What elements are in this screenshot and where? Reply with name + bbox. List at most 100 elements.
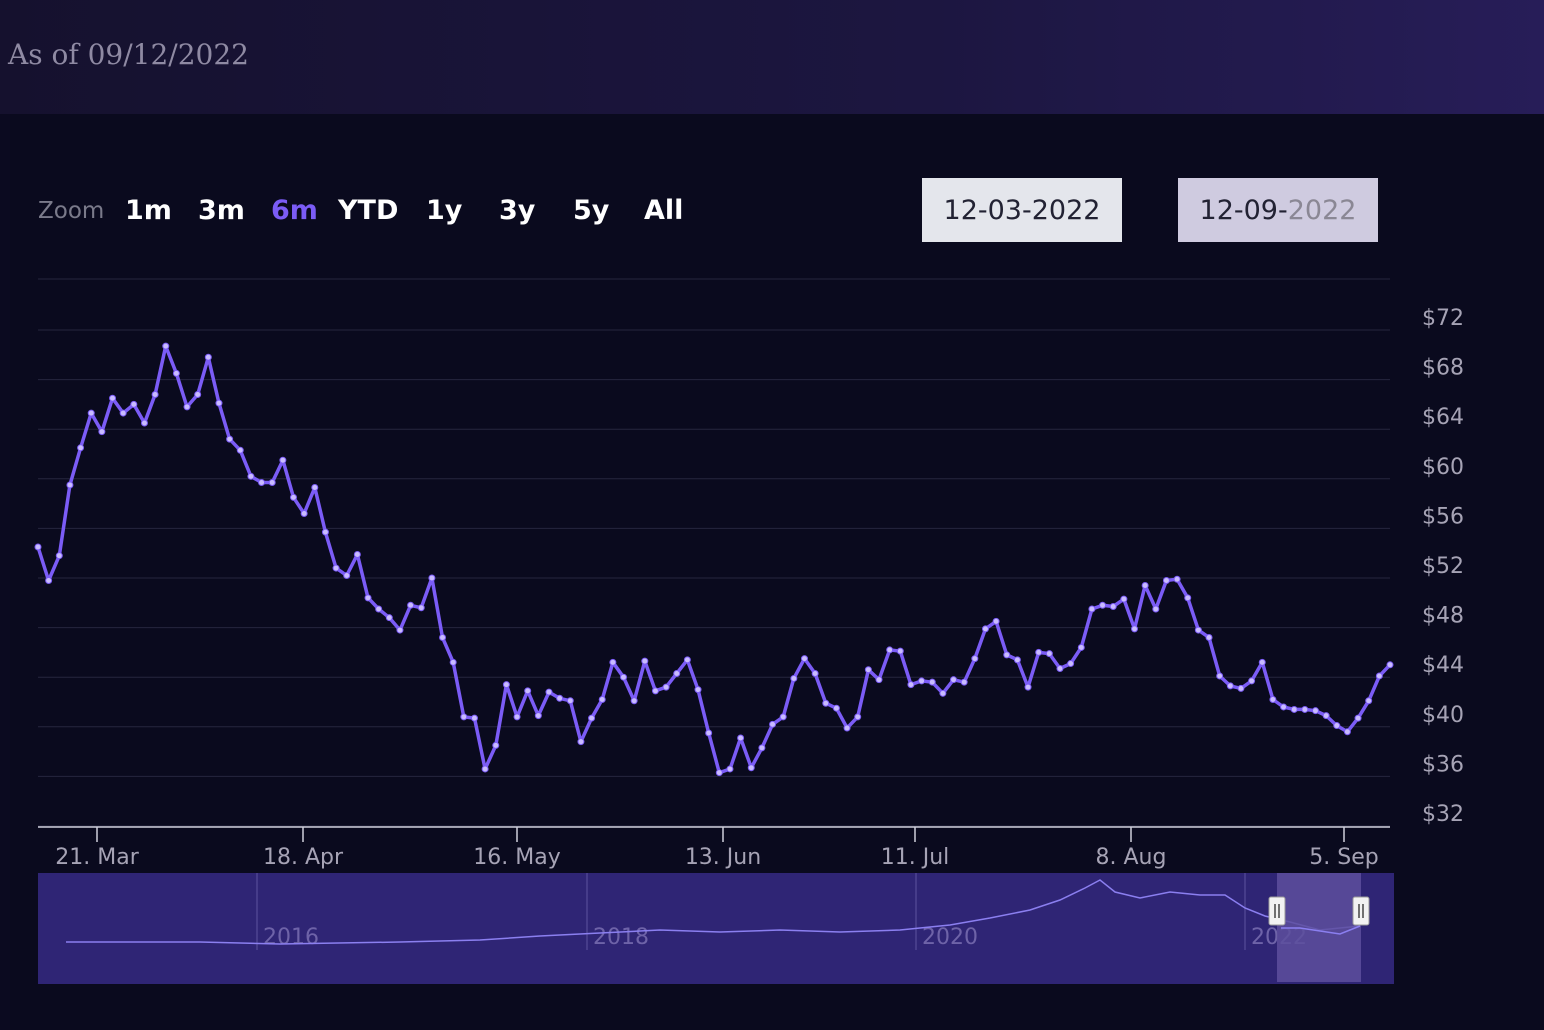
data-point — [726, 765, 734, 773]
data-point — [737, 734, 745, 742]
data-point — [1290, 705, 1298, 713]
data-point — [758, 744, 766, 752]
data-point — [1077, 643, 1085, 651]
data-point — [673, 669, 681, 677]
data-point — [247, 472, 255, 480]
data-point — [651, 687, 659, 695]
data-point — [236, 446, 244, 454]
data-point — [630, 697, 638, 705]
data-point — [620, 673, 628, 681]
zoom-button-3y[interactable]: 3y — [499, 195, 536, 226]
navigator-year-label: 2020 — [922, 925, 978, 950]
data-point — [1343, 728, 1351, 736]
data-point — [960, 678, 968, 686]
data-point — [1013, 656, 1021, 664]
x-tick-label: 11. Jul — [881, 845, 950, 870]
data-point — [321, 528, 329, 536]
x-axis: 21. Mar 18. Apr 16. May 13. Jun 11. Jul 8. Au… — [38, 826, 1390, 870]
navigator-line — [66, 879, 1361, 945]
data-point — [407, 601, 415, 609]
data-point — [439, 634, 447, 642]
data-point — [1003, 651, 1011, 659]
zoom-button-ytd[interactable]: YTD — [338, 195, 399, 226]
header-band — [0, 0, 1544, 114]
data-point — [641, 657, 649, 665]
data-point — [779, 713, 787, 721]
data-point — [534, 712, 542, 720]
y-tick-label: $52 — [1422, 554, 1464, 579]
data-point — [1035, 648, 1043, 656]
data-point — [1194, 626, 1202, 634]
data-point — [1109, 603, 1117, 611]
data-point — [204, 353, 212, 361]
data-point — [385, 614, 393, 622]
data-point — [769, 720, 777, 728]
data-point — [662, 683, 670, 691]
data-point — [1152, 605, 1160, 613]
x-tick-label: 8. Aug — [1096, 845, 1167, 870]
data-point — [332, 564, 340, 572]
data-point — [715, 769, 723, 777]
data-point — [226, 435, 234, 443]
y-tick-label: $48 — [1422, 604, 1464, 629]
data-point — [151, 390, 159, 398]
data-point — [492, 741, 500, 749]
zoom-button-all[interactable]: All — [644, 195, 684, 226]
data-point — [1184, 594, 1192, 602]
data-point — [1024, 683, 1032, 691]
y-tick-label: $56 — [1422, 504, 1464, 529]
range-to-value: 12-09- — [1199, 194, 1288, 226]
data-point — [566, 697, 574, 705]
y-tick-label: $68 — [1422, 356, 1464, 381]
data-point — [598, 696, 606, 704]
data-point — [928, 678, 936, 686]
navigator[interactable]: 2016201820202022 — [38, 873, 1394, 984]
data-point — [588, 714, 596, 722]
range-from-input[interactable]: 12-03-2022 — [922, 178, 1122, 242]
range-to-input[interactable]: 12-09- 2022 — [1178, 178, 1378, 242]
data-point — [428, 574, 436, 582]
x-tick-label: 18. Apr — [263, 845, 344, 870]
y-tick-label: $44 — [1422, 653, 1464, 678]
zoom-button-1y[interactable]: 1y — [426, 195, 463, 226]
zoom-button-6m[interactable]: 6m — [271, 195, 318, 226]
data-point — [1088, 605, 1096, 613]
navigator-handle-left[interactable] — [1268, 896, 1286, 926]
zoom-button-5y[interactable]: 5y — [573, 195, 610, 226]
navigator-handle-right[interactable] — [1352, 896, 1370, 926]
data-point — [545, 688, 553, 696]
zoom-button-3m[interactable]: 3m — [198, 195, 245, 226]
data-point — [907, 681, 915, 689]
y-tick-label: $64 — [1422, 405, 1464, 430]
data-point — [790, 674, 798, 682]
data-point — [1205, 634, 1213, 642]
data-point — [875, 676, 883, 684]
data-point — [55, 552, 63, 560]
as-of-date: As of 09/12/2022 — [8, 38, 249, 71]
data-point — [396, 626, 404, 634]
data-point — [343, 572, 351, 580]
data-point — [971, 655, 979, 663]
data-point — [1045, 650, 1053, 658]
data-point — [1375, 672, 1383, 680]
plot-area — [34, 342, 1394, 777]
data-point — [886, 646, 894, 654]
data-point — [289, 493, 297, 501]
data-point — [1067, 660, 1075, 668]
data-point — [1258, 658, 1266, 666]
data-point — [502, 681, 510, 689]
data-point — [45, 576, 53, 584]
range-from-value: 12-03-2022 — [943, 194, 1101, 226]
data-point — [258, 479, 266, 487]
data-point — [854, 713, 862, 721]
navigator-year-label: 2018 — [593, 925, 649, 950]
data-point — [353, 550, 361, 558]
x-tick-label: 16. May — [473, 845, 560, 870]
zoom-button-1m[interactable]: 1m — [125, 195, 172, 226]
data-point — [694, 686, 702, 694]
x-tick-label: 21. Mar — [55, 845, 139, 870]
data-point — [1301, 705, 1309, 713]
data-point — [1333, 722, 1341, 730]
data-point — [747, 764, 755, 772]
data-point — [524, 687, 532, 695]
